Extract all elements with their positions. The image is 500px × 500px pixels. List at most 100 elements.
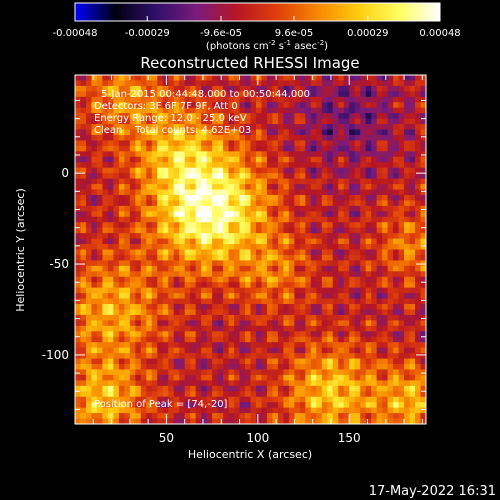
heatmap-cell xyxy=(151,134,158,142)
heatmap-cell xyxy=(354,402,361,409)
heatmap-cell xyxy=(85,227,93,234)
heatmap-cell xyxy=(360,113,367,120)
heatmap-cell xyxy=(80,75,87,82)
heatmap-cell xyxy=(332,227,339,234)
heatmap-cell xyxy=(349,151,356,158)
heatmap-cell xyxy=(245,358,252,365)
heatmap-cell xyxy=(80,347,87,354)
heatmap-cell xyxy=(91,227,98,234)
heatmap-cell xyxy=(305,167,312,174)
heatmap-cell xyxy=(96,96,104,103)
heatmap-cell xyxy=(398,211,405,218)
heatmap-cell xyxy=(327,249,334,256)
heatmap-cell xyxy=(261,227,268,234)
heatmap-cell xyxy=(91,385,98,392)
heatmap-cell xyxy=(343,184,350,191)
heatmap-cell xyxy=(234,102,241,109)
heatmap-cell xyxy=(409,260,416,267)
heatmap-cell xyxy=(305,358,312,365)
heatmap-cell xyxy=(294,374,301,381)
heatmap-cell xyxy=(327,184,334,191)
heatmap-cell xyxy=(91,244,98,251)
heatmap-cell xyxy=(305,124,312,131)
heatmap-cell xyxy=(129,200,136,207)
heatmap-cell xyxy=(266,260,274,267)
heatmap-cell xyxy=(338,205,345,212)
heatmap-cell xyxy=(146,396,153,403)
heatmap-cell xyxy=(310,129,317,136)
heatmap-cell xyxy=(223,189,230,196)
heatmap-cell xyxy=(107,167,114,174)
heatmap-cell xyxy=(113,238,120,245)
heatmap-cell xyxy=(91,173,98,180)
heatmap-cell xyxy=(382,271,389,278)
heatmap-cell xyxy=(277,407,284,414)
heatmap-cell xyxy=(277,80,284,87)
heatmap-cell xyxy=(288,418,295,424)
heatmap-cell xyxy=(140,358,147,365)
heatmap-cell xyxy=(151,298,158,305)
heatmap-cell xyxy=(332,402,339,409)
heatmap-cell xyxy=(299,282,306,289)
heatmap-cell xyxy=(294,380,301,387)
heatmap-cell xyxy=(387,184,394,191)
heatmap-cell xyxy=(250,260,257,267)
heatmap-cell xyxy=(305,211,312,218)
heatmap-cell xyxy=(327,396,334,403)
heatmap-cell xyxy=(118,113,125,120)
heatmap-cell xyxy=(250,75,257,82)
heatmap-cell xyxy=(332,184,339,191)
heatmap-cell xyxy=(294,407,301,414)
heatmap-cell xyxy=(360,331,367,338)
heatmap-cell xyxy=(365,233,372,240)
heatmap-cell xyxy=(135,260,142,267)
heatmap-cell xyxy=(80,238,87,245)
heatmap-cell xyxy=(179,374,186,381)
heatmap-cell xyxy=(190,353,197,360)
heatmap-cell xyxy=(327,173,334,180)
heatmap-cell xyxy=(272,396,279,403)
heatmap-cell xyxy=(173,287,180,294)
heatmap-cell xyxy=(316,91,323,98)
heatmap-cell xyxy=(151,287,158,294)
heatmap-cell xyxy=(299,276,306,283)
heatmap-cell xyxy=(393,173,400,180)
heatmap-cell xyxy=(365,211,372,218)
heatmap-cell xyxy=(272,205,279,212)
heatmap-cell xyxy=(299,118,306,125)
heatmap-cell xyxy=(168,167,175,174)
heatmap-cell xyxy=(239,107,246,114)
heatmap-cell xyxy=(393,320,400,327)
heatmap-cell xyxy=(415,391,422,398)
heatmap-cell xyxy=(157,129,164,136)
heatmap-cell xyxy=(283,353,290,360)
heatmap-cell xyxy=(277,184,284,191)
heatmap-cell xyxy=(239,91,246,98)
heatmap-cell xyxy=(85,331,93,338)
heatmap-cell xyxy=(382,184,389,191)
heatmap-cell xyxy=(360,85,367,92)
heatmap-cell xyxy=(201,244,208,251)
heatmap-cell xyxy=(338,320,345,327)
heatmap-cell xyxy=(118,396,125,403)
heatmap-cell xyxy=(195,178,202,185)
heatmap-cell xyxy=(173,309,180,316)
heatmap-cell xyxy=(129,205,136,212)
heatmap-cell xyxy=(245,140,252,147)
heatmap-cell xyxy=(283,293,290,300)
heatmap-cell xyxy=(146,402,153,409)
heatmap-cell xyxy=(223,216,230,223)
heatmap-cell xyxy=(349,276,356,283)
heatmap-cell xyxy=(228,189,235,196)
heatmap-cell xyxy=(146,200,153,207)
heatmap-cell xyxy=(107,200,114,207)
heatmap-cell xyxy=(75,162,82,169)
heatmap-cell xyxy=(124,385,131,392)
heatmap-cell xyxy=(239,80,246,87)
heatmap-cell xyxy=(168,107,175,114)
heatmap-cell xyxy=(162,151,169,158)
heatmap-cell xyxy=(393,134,400,142)
heatmap-cell xyxy=(382,167,389,174)
heatmap-cell xyxy=(113,85,120,92)
heatmap-cell xyxy=(201,200,208,207)
